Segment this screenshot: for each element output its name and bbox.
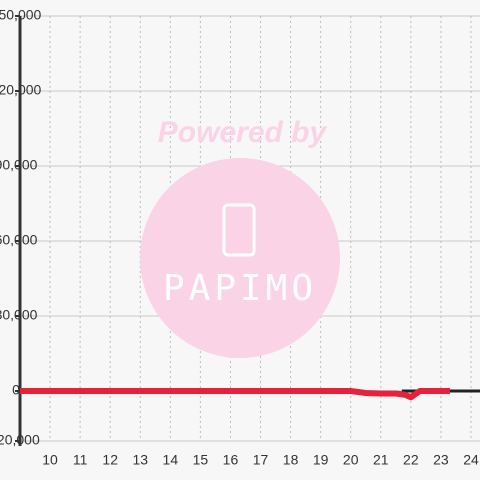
y-tick-label: 0 — [12, 382, 20, 398]
x-tick-label: 22 — [403, 452, 419, 468]
watermark-text: Powered by — [158, 116, 328, 149]
x-tick-label: 24 — [463, 452, 479, 468]
x-tick-label: 21 — [373, 452, 389, 468]
watermark-text: PAPIMO — [163, 268, 317, 309]
watermark-icon — [222, 203, 256, 257]
data-line — [20, 388, 450, 401]
x-tick-label: 18 — [283, 452, 299, 468]
x-tick-label: 16 — [223, 452, 239, 468]
x-tick-label: 23 — [433, 452, 449, 468]
x-tick-label: 13 — [132, 452, 148, 468]
x-tick-label: 19 — [313, 452, 329, 468]
x-tick-label: 15 — [193, 452, 209, 468]
watermark-circle — [140, 158, 340, 358]
y-tick-label: 150,000 — [0, 7, 42, 23]
x-tick-label: 10 — [42, 452, 58, 468]
x-tick-label: 12 — [102, 452, 118, 468]
watermark: Powered by PAPIMO — [140, 116, 340, 358]
x-tick-label: 17 — [253, 452, 269, 468]
x-tick-label: 14 — [163, 452, 179, 468]
x-tick-label: 20 — [343, 452, 359, 468]
x-tick-label: 11 — [73, 452, 88, 468]
